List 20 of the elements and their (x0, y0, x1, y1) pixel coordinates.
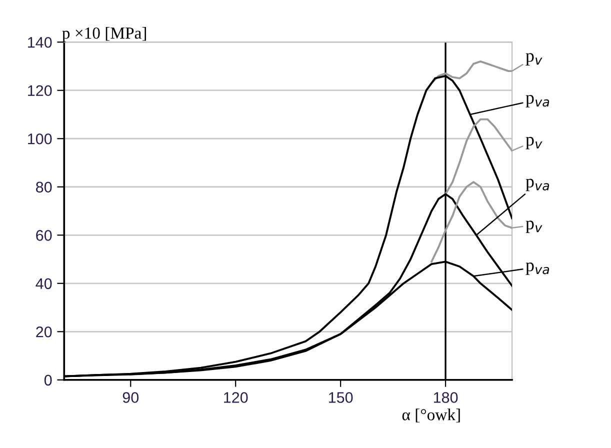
y-tick-label: 40 (36, 278, 52, 290)
y-tick-label: 100 (28, 133, 52, 144)
legend-label: p$_{v}$ (526, 136, 542, 150)
y-tick-label: 0 (44, 374, 52, 386)
legend-label: p$_{v}$ (526, 220, 542, 234)
legend-label: p$_{va}$ (526, 95, 550, 108)
text: p$_{va}$ (526, 178, 550, 192)
y-tick-label: 120 (28, 85, 52, 96)
x-tick-label: 90 (122, 392, 139, 403)
x-tick-label: 120 (224, 392, 248, 403)
x-axis-title: α [°owk] (402, 408, 460, 422)
y-axis-title: p ×10 [MPa] (62, 26, 146, 42)
y-tick-label: 80 (36, 182, 52, 193)
x-tick-label: 180 (434, 392, 458, 403)
y-tick-label: 20 (36, 326, 52, 338)
y-tick-label: 60 (36, 230, 52, 241)
legend-label: p$_{va}$ (526, 262, 550, 275)
legend-label: p$_{v}$ (526, 53, 542, 66)
x-tick-label: 150 (328, 392, 353, 403)
y-tick-label: 140 (28, 36, 52, 48)
